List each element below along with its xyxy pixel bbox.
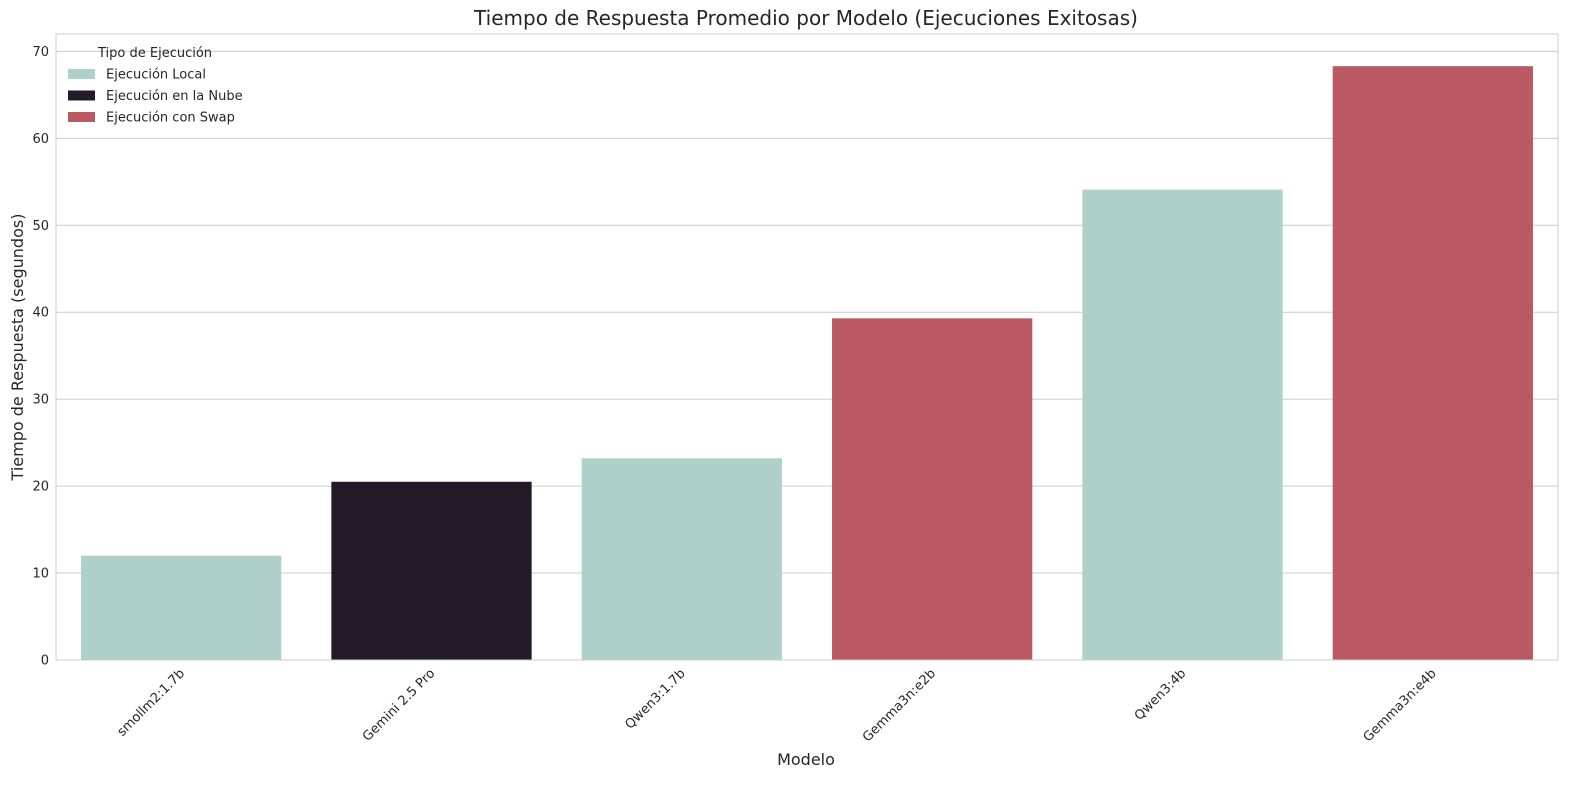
y-tick-label: 40 — [32, 306, 49, 321]
y-axis-label: Tiempo de Respuesta (segundos) — [8, 214, 27, 482]
bars — [81, 66, 1533, 661]
bar-smollm2-1-7b — [81, 555, 282, 660]
legend-title: Tipo de Ejecución — [97, 46, 212, 61]
y-tick-label: 10 — [32, 567, 49, 582]
legend-entries: Ejecución Local Ejecución en la Nube Ejecu… — [68, 68, 243, 126]
chart-title: Tiempo de Respuesta Promedio por Modelo … — [473, 6, 1138, 30]
y-tick-label: 30 — [32, 393, 49, 408]
bar-gemini-2-5-pro — [331, 481, 532, 660]
y-tick-label: 70 — [32, 45, 49, 60]
bar-gemma3n-e4b — [1332, 66, 1533, 661]
y-tick-label: 50 — [32, 219, 49, 234]
legend-swatch — [68, 112, 95, 122]
bar-qwen3-1-7b — [581, 458, 782, 660]
y-tick-label: 0 — [41, 654, 49, 669]
bar-qwen3-4b — [1082, 189, 1283, 660]
plot-frame — [55, 33, 1559, 661]
legend: Tipo de Ejecución Ejecución LocalEjecuci… — [68, 46, 243, 126]
y-tick-label: 20 — [32, 480, 49, 495]
legend-entry-label: Ejecución Local — [106, 68, 206, 83]
legend-swatch — [68, 69, 95, 79]
y-tick-labels: 0 10 20 30 40 50 60 70 — [32, 45, 49, 669]
x-axis-label: Modelo — [777, 750, 835, 769]
legend-swatch — [68, 90, 95, 101]
y-tick-label: 60 — [32, 132, 49, 147]
bar-gemma3n-e2b — [832, 318, 1033, 660]
legend-entry-label: Ejecución con Swap — [106, 111, 235, 126]
legend-entry-label: Ejecución en la Nube — [106, 89, 243, 104]
